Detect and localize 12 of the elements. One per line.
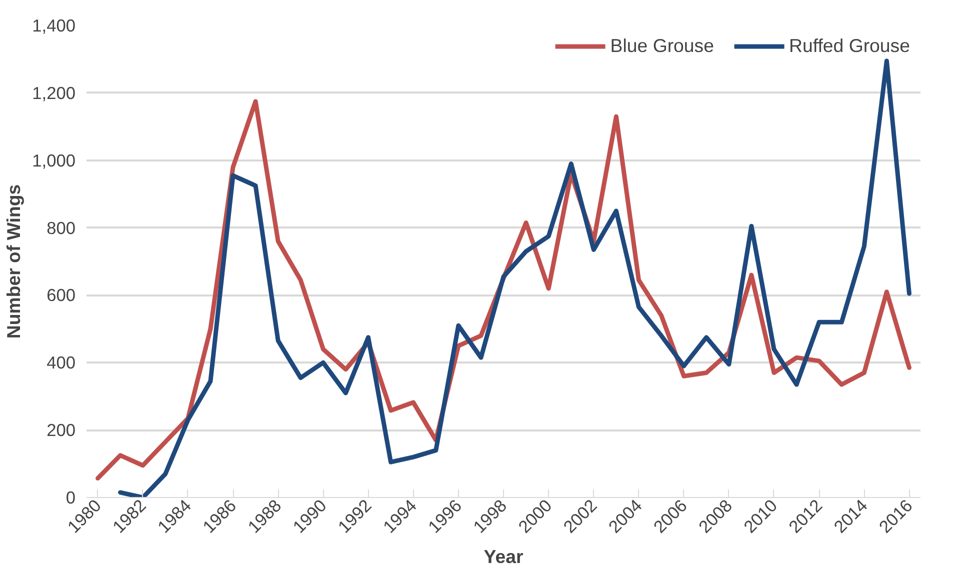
y-tick-label: 800 xyxy=(46,218,76,238)
y-tick-label: 200 xyxy=(46,420,76,440)
y-tick-label: 600 xyxy=(46,285,76,306)
y-axis-title: Number of Wings xyxy=(3,184,24,339)
line-series xyxy=(118,58,912,498)
x-axis-title: Year xyxy=(484,546,524,568)
legend-label: Ruffed Grouse xyxy=(789,35,910,57)
y-tick-label: 400 xyxy=(46,352,76,373)
y-tick-label: 1,400 xyxy=(32,16,76,36)
y-tick-label: 1,000 xyxy=(32,150,76,170)
y-tick-label: 1,200 xyxy=(32,82,76,103)
legend-label: Blue Grouse xyxy=(610,35,714,57)
